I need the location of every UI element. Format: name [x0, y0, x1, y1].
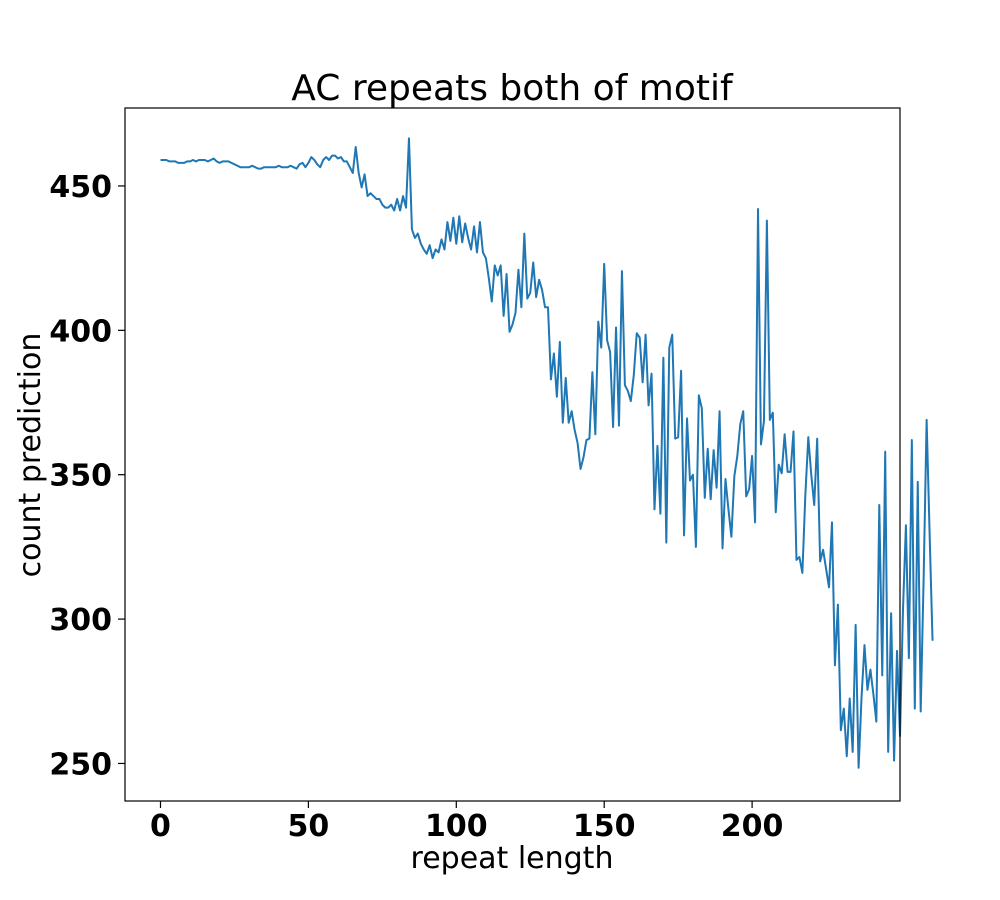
x-tick-label: 50	[288, 809, 330, 844]
y-tick-label: 450	[49, 170, 112, 205]
y-axis-label: count prediction	[13, 333, 48, 578]
y-tick-label: 300	[49, 603, 112, 638]
y-tick-label: 250	[49, 747, 112, 782]
x-tick-label: 150	[573, 809, 636, 844]
x-axis-label: repeat length	[411, 841, 614, 876]
plot-frame	[124, 107, 901, 802]
chart-title: AC repeats both of motif	[291, 68, 734, 109]
x-tick-label: 200	[721, 809, 784, 844]
y-tick-label: 350	[49, 459, 112, 494]
series-line	[160, 137, 934, 769]
y-tick-label: 400	[49, 314, 112, 349]
x-tick-label: 0	[150, 809, 171, 844]
axis-ticks: 0 50 100 150 200 250 300 350 400 450	[49, 170, 783, 844]
x-tick-label: 100	[425, 809, 488, 844]
